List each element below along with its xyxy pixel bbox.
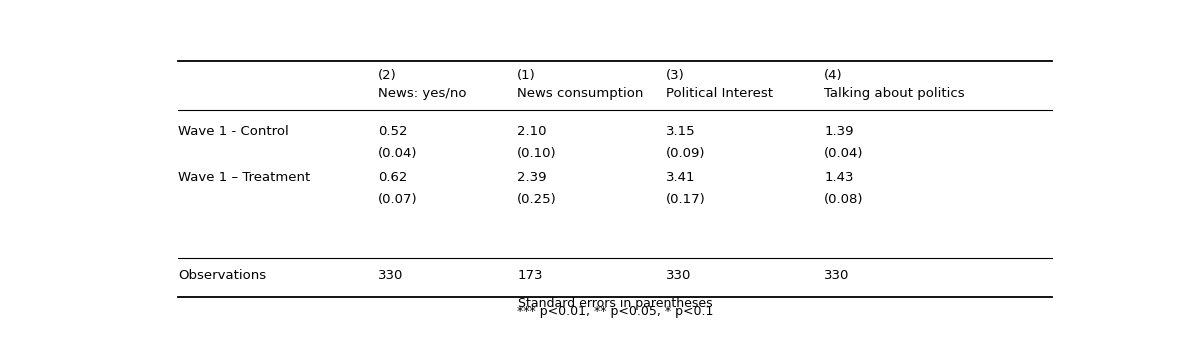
Text: Observations: Observations <box>178 269 266 282</box>
Text: (4): (4) <box>824 69 842 82</box>
Text: (0.07): (0.07) <box>378 193 418 206</box>
Text: Political Interest: Political Interest <box>666 87 773 100</box>
Text: (1): (1) <box>517 69 536 82</box>
Text: News: yes/no: News: yes/no <box>378 87 467 100</box>
Text: 330: 330 <box>378 269 403 282</box>
Text: 0.52: 0.52 <box>378 125 407 139</box>
Text: 330: 330 <box>824 269 850 282</box>
Text: (0.10): (0.10) <box>517 147 557 160</box>
Text: (0.04): (0.04) <box>824 147 864 160</box>
Text: (0.09): (0.09) <box>666 147 706 160</box>
Text: Talking about politics: Talking about politics <box>824 87 965 100</box>
Text: (0.17): (0.17) <box>666 193 706 206</box>
Text: 2.39: 2.39 <box>517 171 547 184</box>
Text: (0.04): (0.04) <box>378 147 418 160</box>
Text: 173: 173 <box>517 269 542 282</box>
Text: Wave 1 - Control: Wave 1 - Control <box>178 125 289 139</box>
Text: (0.25): (0.25) <box>517 193 557 206</box>
Text: (2): (2) <box>378 69 396 82</box>
Text: (3): (3) <box>666 69 685 82</box>
Text: 0.62: 0.62 <box>378 171 407 184</box>
Text: Standard errors in parentheses: Standard errors in parentheses <box>517 297 713 310</box>
Text: (0.08): (0.08) <box>824 193 864 206</box>
Text: 330: 330 <box>666 269 691 282</box>
Text: Wave 1 – Treatment: Wave 1 – Treatment <box>178 171 310 184</box>
Text: 2.10: 2.10 <box>517 125 547 139</box>
Text: 3.41: 3.41 <box>666 171 696 184</box>
Text: 1.39: 1.39 <box>824 125 853 139</box>
Text: 3.15: 3.15 <box>666 125 696 139</box>
Text: 1.43: 1.43 <box>824 171 853 184</box>
Text: *** p<0.01, ** p<0.05, * p<0.1: *** p<0.01, ** p<0.05, * p<0.1 <box>517 305 713 318</box>
Text: News consumption: News consumption <box>517 87 643 100</box>
